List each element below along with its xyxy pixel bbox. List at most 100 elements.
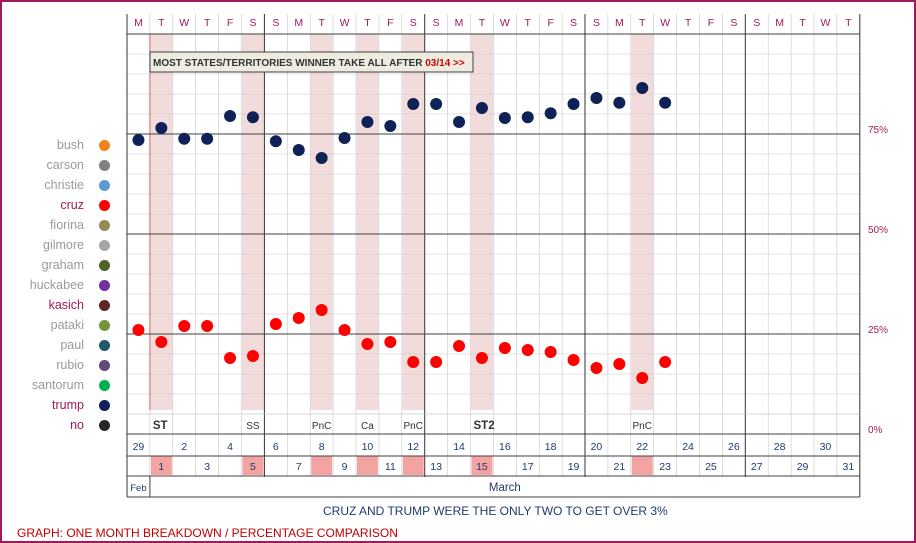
highlight-band xyxy=(150,34,173,410)
point-cruz xyxy=(269,318,282,330)
legend-label: santorum xyxy=(31,378,84,392)
legend-label: rubio xyxy=(56,358,84,372)
date-label: 26 xyxy=(728,441,740,453)
legend-marker xyxy=(99,320,110,331)
weekday-label: S xyxy=(410,17,417,29)
date-label: 28 xyxy=(774,441,786,453)
weekday-label: T xyxy=(799,17,806,29)
legend-marker xyxy=(99,260,110,271)
weekday-label: S xyxy=(433,17,440,29)
date-label: 21 xyxy=(614,461,626,473)
point-cruz xyxy=(361,338,374,350)
weekday-label: F xyxy=(708,17,714,29)
legend-item: huckabee xyxy=(20,276,116,294)
point-cruz xyxy=(155,336,168,348)
legend-item: paul xyxy=(20,336,116,354)
date-label: 13 xyxy=(430,461,442,473)
legend-item: carson xyxy=(20,156,116,174)
legend-marker xyxy=(99,420,110,431)
point-trump xyxy=(567,98,580,110)
point-cruz xyxy=(384,336,397,348)
point-trump xyxy=(292,144,305,156)
point-trump xyxy=(498,112,511,124)
weekday-label: F xyxy=(547,17,553,29)
event-label: PnC xyxy=(404,421,423,432)
point-cruz xyxy=(430,356,443,368)
legend-item: trump xyxy=(20,396,116,414)
highlight-band xyxy=(631,34,654,410)
legend-marker xyxy=(99,180,110,191)
weekday-label: F xyxy=(387,17,393,29)
weekday-label: F xyxy=(227,17,233,29)
date-label: 18 xyxy=(545,441,557,453)
point-cruz xyxy=(498,342,511,354)
legend-item: bush xyxy=(20,136,116,154)
point-trump xyxy=(201,132,214,145)
legend-label: huckabee xyxy=(29,278,84,292)
point-cruz xyxy=(224,352,237,364)
point-cruz xyxy=(178,320,191,332)
date-highlight xyxy=(242,456,264,475)
point-trump xyxy=(384,120,397,132)
point-trump xyxy=(315,152,328,164)
legend-label: graham xyxy=(41,258,84,272)
point-trump xyxy=(338,132,351,144)
y-tick-label: 75% xyxy=(868,125,888,136)
date-label: 2 xyxy=(181,441,187,453)
date-label: 16 xyxy=(499,441,511,453)
legend-marker xyxy=(99,160,110,171)
weekday-label: T xyxy=(318,17,325,29)
weekday-label: T xyxy=(204,17,211,29)
legend-label: paul xyxy=(60,338,84,352)
date-label: 12 xyxy=(407,441,419,453)
weekday-label: T xyxy=(364,17,371,29)
point-cruz xyxy=(246,350,259,362)
date-label: 7 xyxy=(296,461,302,473)
weekday-label: S xyxy=(730,17,737,29)
legend-marker xyxy=(99,220,110,231)
point-trump xyxy=(544,107,557,120)
legend-item: rubio xyxy=(20,356,116,374)
point-cruz xyxy=(292,312,305,324)
point-trump xyxy=(155,122,168,134)
date-highlight xyxy=(357,456,378,475)
date-label: 3 xyxy=(204,461,210,473)
point-cruz xyxy=(636,372,649,384)
point-trump xyxy=(636,82,649,94)
date-label: 10 xyxy=(362,441,374,453)
legend-item: pataki xyxy=(20,316,116,334)
legend-marker xyxy=(99,280,110,291)
legend-marker xyxy=(99,380,110,391)
date-label: 29 xyxy=(797,461,809,473)
weekday-label: T xyxy=(639,17,646,29)
date-highlight xyxy=(402,456,424,475)
point-cruz xyxy=(201,320,214,332)
legend-item: graham xyxy=(20,256,116,274)
event-label: ST2 xyxy=(474,420,495,432)
point-cruz xyxy=(567,354,580,366)
event-label: SS xyxy=(246,421,260,432)
date-label: 1 xyxy=(158,461,164,473)
weekday-label: W xyxy=(179,17,189,29)
annotation-text: MOST STATES/TERRITORIES WINNER TAKE ALL … xyxy=(153,58,465,69)
y-tick-label: 0% xyxy=(868,425,883,436)
event-label: PnC xyxy=(312,421,331,432)
event-label: PnC xyxy=(633,421,652,432)
legend-label: fiorina xyxy=(49,218,84,232)
date-label: 31 xyxy=(843,461,855,473)
point-trump xyxy=(430,98,443,110)
point-cruz xyxy=(407,356,420,368)
highlight-band xyxy=(402,34,425,410)
point-cruz xyxy=(475,352,488,364)
date-label: 27 xyxy=(751,461,763,473)
date-label: 11 xyxy=(385,461,396,473)
weekday-label: M xyxy=(615,17,624,29)
legend-marker xyxy=(99,300,110,311)
weekday-label: M xyxy=(775,17,784,29)
legend-marker xyxy=(99,200,110,211)
event-label: Ca xyxy=(361,421,374,432)
weekday-label: T xyxy=(525,17,532,29)
weekday-label: S xyxy=(753,17,760,29)
